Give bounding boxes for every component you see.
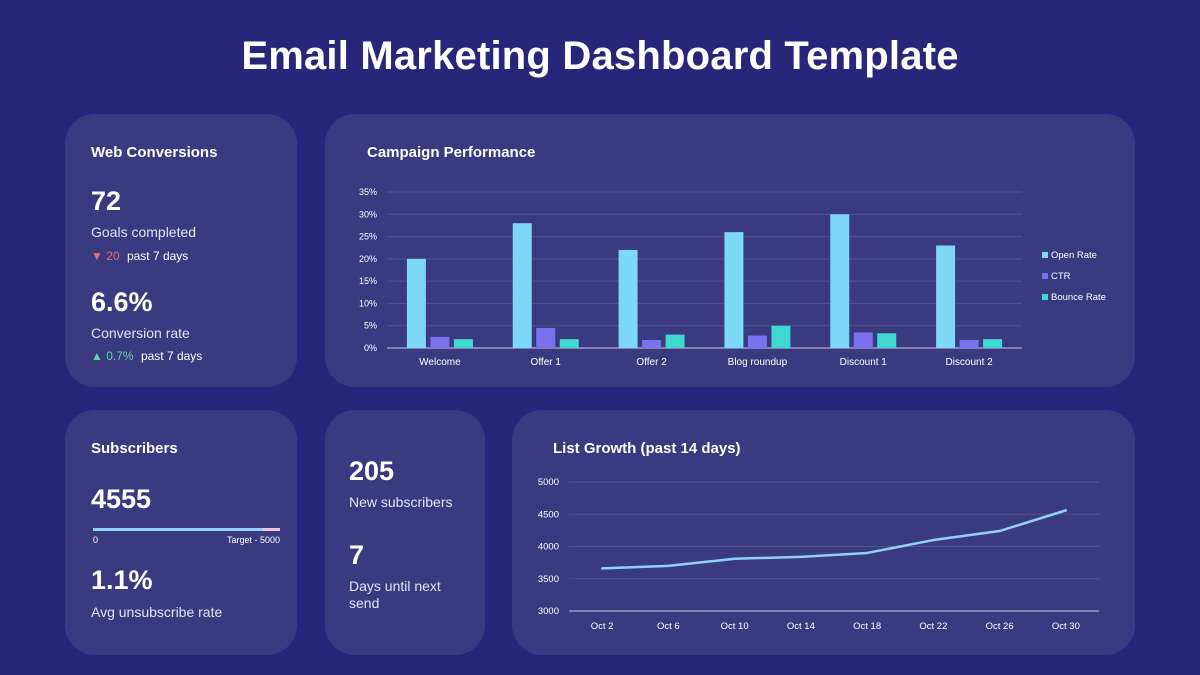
data-point [1064, 509, 1068, 512]
data-point [733, 557, 736, 560]
legend-swatch [1042, 294, 1048, 300]
bar-open-rate [618, 249, 638, 348]
days-until-send-value: 7 [349, 540, 365, 570]
unsubscribe-rate-label: Avg unsubscribe rate [91, 604, 223, 620]
legend-swatch [1042, 252, 1048, 258]
days-until-send-label: Days until next send [349, 578, 441, 611]
bar-bounce-rate [453, 339, 473, 348]
y-tick-label: 20% [359, 254, 377, 264]
x-tick-label: Discount 1 [840, 357, 888, 368]
x-tick-label: Blog roundup [728, 357, 788, 368]
x-tick-label: Oct 14 [787, 621, 815, 632]
subscriber-count: 4555 [91, 484, 152, 514]
conversion-rate-value: 6.6% [91, 287, 153, 317]
list-growth-title: List Growth (past 14 days) [553, 440, 741, 457]
data-point [998, 529, 1001, 533]
y-tick-label: 10% [359, 298, 377, 308]
subscribers-card: Subscribers 4555 0 Target - 5000 1.1% Av… [65, 410, 297, 655]
y-tick-label: 4500 [538, 509, 559, 520]
legend-label: CTR [1051, 271, 1071, 282]
x-tick-label: Oct 6 [657, 621, 680, 632]
x-tick-label: Offer 1 [531, 357, 562, 368]
data-point [799, 555, 803, 559]
new-subscribers-label: New subscribers [349, 494, 453, 510]
y-tick-label: 3000 [538, 606, 559, 617]
list-growth-chart: 3000 3500 4000 4500 5000 Oct 2 Oct 6 Oct 10 Oct … [538, 477, 1099, 632]
rate-delta-period: past 7 days [140, 349, 203, 363]
progress-target-label: Target - 5000 [226, 535, 280, 545]
bar-open-rate [936, 245, 956, 348]
x-tick-label: Oct 30 [1052, 621, 1080, 632]
bar-bounce-rate [665, 334, 685, 348]
page-title: Email Marketing Dashboard Template [241, 34, 959, 78]
bar-ctr [959, 339, 979, 348]
rate-delta-value: 0.7% [106, 349, 134, 363]
subscriber-progress-fill [93, 528, 264, 531]
subscribers-title: Subscribers [91, 440, 178, 457]
new-subscribers-value: 205 [349, 456, 395, 486]
unsubscribe-rate-value: 1.1% [91, 565, 153, 595]
bar-ctr [853, 332, 873, 348]
y-tick-label: 30% [359, 209, 377, 219]
list-growth-card: List Growth (past 14 days) 3000 3500 4000 4… [512, 410, 1135, 655]
bar-open-rate [512, 223, 532, 348]
data-point [932, 538, 935, 542]
y-tick-label: 5000 [538, 477, 559, 488]
new-subscribers-card: 205 New subscribers 7 Days until next se… [325, 410, 485, 655]
bar-bounce-rate [559, 339, 579, 348]
y-tick-label: 3500 [538, 574, 559, 585]
arrow-down-icon: ▼ [91, 249, 103, 263]
x-tick-label: Welcome [419, 357, 461, 368]
x-tick-label: Oct 26 [986, 621, 1014, 632]
arrow-up-icon: ▲ [91, 349, 103, 363]
x-tick-label: Oct 18 [853, 621, 881, 632]
progress-start-label: 0 [93, 535, 99, 545]
legend-swatch [1042, 273, 1048, 279]
legend-label: Bounce Rate [1051, 292, 1106, 303]
goals-delta-period: past 7 days [126, 249, 189, 263]
x-tick-label: Offer 2 [636, 357, 667, 368]
campaign-performance-title: Campaign Performance [367, 144, 536, 161]
bar-open-rate [724, 232, 744, 348]
bar-bounce-rate [983, 339, 1003, 348]
data-point [865, 551, 869, 555]
x-tick-label: Oct 22 [919, 621, 947, 632]
goals-completed-label: Goals completed [91, 224, 197, 240]
web-conversions-title: Web Conversions [91, 144, 218, 161]
campaign-performance-card: Campaign Performance 0% 5% 10% 15% 20% 25% 30%… [325, 114, 1135, 387]
y-tick-label: 15% [359, 276, 377, 286]
data-point [667, 564, 670, 568]
y-tick-label: 4000 [538, 542, 559, 553]
y-tick-label: 0% [364, 343, 377, 353]
legend-label: Open Rate [1051, 250, 1097, 261]
data-point [600, 567, 604, 570]
y-tick-label: 25% [359, 232, 377, 242]
conversion-rate-label: Conversion rate [91, 325, 190, 341]
rate-delta: ▲ 0.7% past 7 days [91, 349, 202, 363]
bar-open-rate [406, 258, 426, 348]
goals-completed-value: 72 [91, 186, 122, 216]
x-tick-label: Oct 2 [591, 621, 614, 632]
bar-bounce-rate [877, 333, 897, 348]
y-tick-label: 5% [364, 321, 377, 331]
bar-ctr [536, 327, 556, 348]
x-tick-label: Discount 2 [945, 357, 993, 368]
subscriber-progress-bar [93, 528, 280, 531]
bar-ctr [430, 336, 450, 348]
growth-line [602, 509, 1067, 570]
campaign-performance-chart: 0% 5% 10% 15% 20% 25% 30% 35% Welcome Offer 1 Offe… [359, 187, 1106, 368]
bar-ctr [642, 339, 662, 348]
bar-bounce-rate [771, 325, 791, 348]
y-tick-label: 35% [359, 187, 377, 197]
x-tick-label: Oct 10 [721, 621, 749, 632]
web-conversions-card: Web Conversions 72 Goals completed ▼ 20 … [65, 114, 297, 387]
bar-ctr [747, 335, 767, 348]
bar-open-rate [830, 214, 850, 348]
goals-delta-value: 20 [106, 249, 120, 263]
goals-delta: ▼ 20 past 7 days [91, 249, 188, 263]
